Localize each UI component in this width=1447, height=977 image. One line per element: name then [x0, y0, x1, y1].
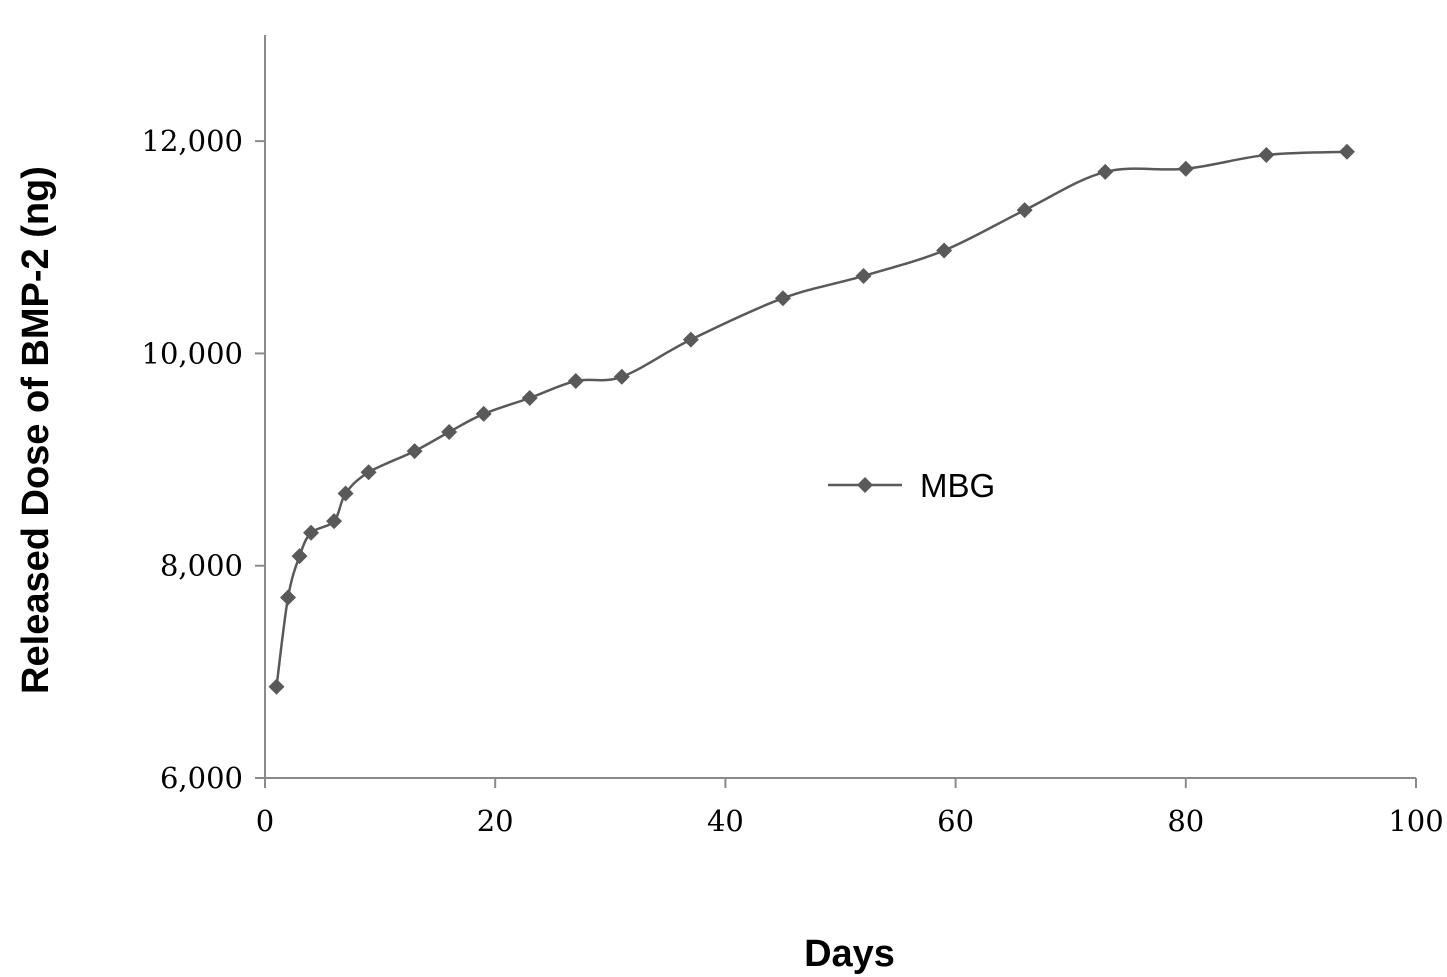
axes	[264, 35, 1416, 779]
legend: MBG	[828, 467, 995, 504]
data-point	[1338, 143, 1355, 160]
x-tick-label: 0	[256, 804, 274, 838]
data-point	[441, 423, 458, 440]
data-point	[326, 513, 343, 530]
x-axis-title: Days	[804, 933, 895, 975]
data-point	[1016, 202, 1033, 219]
data-point	[567, 373, 584, 390]
x-tick-label: 40	[707, 804, 744, 838]
data-point	[682, 331, 699, 348]
series-line	[275, 150, 1347, 687]
x-tick-label: 80	[1167, 804, 1204, 838]
data-point	[936, 242, 953, 259]
data-point	[475, 405, 492, 422]
x-tick-label: 60	[937, 804, 974, 838]
data-point	[521, 390, 538, 407]
data-point	[280, 589, 297, 606]
data-point	[303, 524, 320, 541]
data-point	[774, 290, 791, 307]
data-point	[268, 678, 285, 695]
data-point	[613, 368, 630, 385]
y-tick-label: 6,000	[160, 761, 243, 795]
data-point	[360, 464, 377, 481]
x-tick-label: 100	[1388, 804, 1443, 838]
y-tick-label: 12,000	[142, 124, 243, 158]
data-point	[291, 548, 308, 565]
data-point	[337, 485, 354, 502]
y-tick-label: 10,000	[142, 336, 243, 370]
legend-marker	[857, 477, 873, 493]
series-layer	[268, 143, 1355, 695]
x-tick-label: 20	[477, 804, 514, 838]
y-tick-label: 8,000	[160, 549, 243, 583]
data-point	[1258, 146, 1275, 163]
y-axis-title: Released Dose of BMP-2 (ng)	[15, 166, 57, 694]
data-point	[1097, 163, 1114, 180]
data-point	[406, 443, 423, 460]
legend-label: MBG	[920, 467, 995, 504]
data-point	[855, 267, 872, 284]
ticks: 6,000 8,000 10,000 12,000 0 20 40 60 80 100	[142, 124, 1444, 838]
data-point	[1177, 160, 1194, 177]
